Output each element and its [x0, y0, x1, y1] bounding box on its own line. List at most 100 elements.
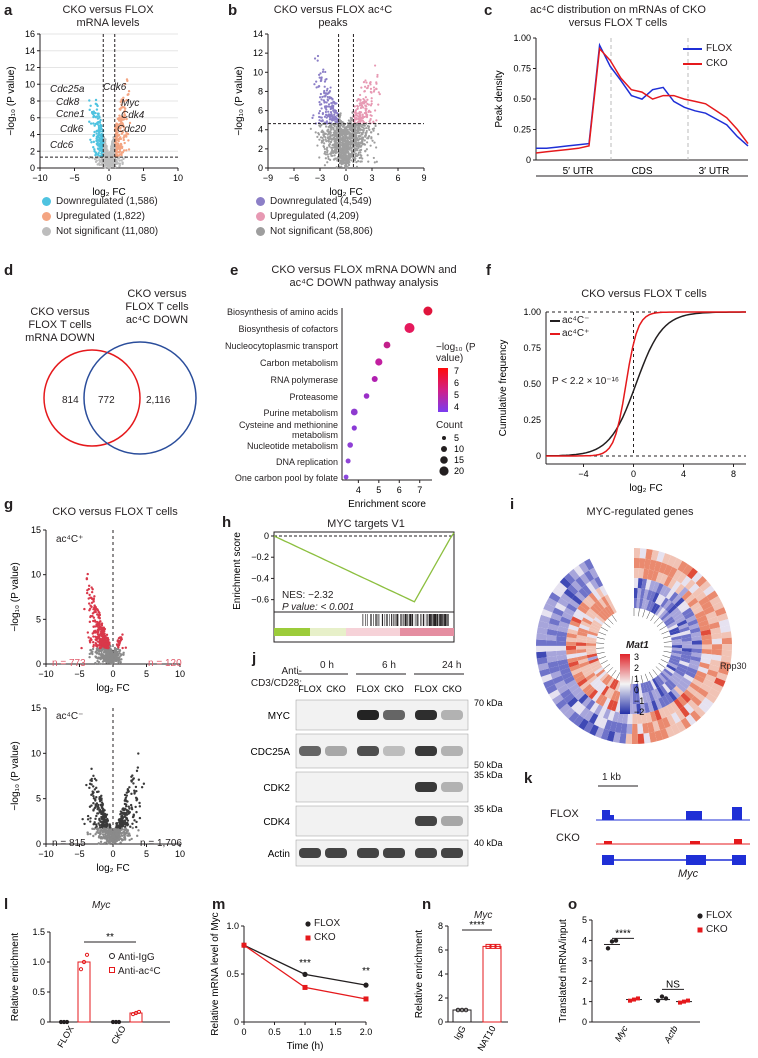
heatmap-cell — [668, 566, 678, 579]
dendrogram-branch — [600, 626, 609, 632]
heatmap-cell — [537, 662, 549, 671]
bar — [482, 945, 502, 1023]
data-point — [132, 815, 135, 818]
x-tick-label: 4 — [681, 469, 686, 479]
heatmap-cell — [699, 580, 712, 592]
lane-label: FLOX — [414, 684, 438, 694]
data-point — [346, 150, 350, 153]
count-top-left: n = 773 — [52, 658, 86, 669]
data-point — [122, 118, 126, 121]
data-point — [345, 131, 348, 134]
heatmap-cell — [578, 693, 589, 704]
color-scale-tick: −2 — [634, 707, 644, 717]
data-point — [365, 148, 368, 151]
heatmap-cell — [668, 591, 679, 603]
data-point — [373, 141, 376, 144]
data-point — [94, 805, 97, 809]
data-point — [88, 620, 92, 624]
heatmap-cell — [546, 650, 557, 658]
coverage-peak — [602, 810, 610, 820]
data-point — [104, 819, 107, 823]
kda-marker: 35 kDa — [474, 804, 503, 814]
heatmap-cell — [593, 666, 604, 675]
heatmap-cell — [589, 578, 600, 590]
heatmap-cell — [583, 721, 594, 734]
legend-dot — [42, 227, 51, 236]
y-axis-label: −log₁₀ (P value) — [6, 66, 17, 135]
x-axis-label: Time (h) — [287, 1041, 324, 1052]
data-point — [318, 96, 322, 99]
data-point — [98, 140, 102, 143]
data-point — [102, 808, 105, 811]
heatmap-cell — [683, 689, 695, 700]
heatmap-cell — [687, 699, 699, 711]
data-point — [94, 833, 97, 836]
dendrogram-branch — [603, 663, 611, 670]
heatmap-cell — [567, 628, 578, 635]
panel-b: b CKO versus FLOX ac⁴C peaks −9 −6 −3 0 3 6 9 0… — [228, 0, 468, 250]
panel-title: CKO versus FLOX mRNA DOWN and ac⁴C DOWN … — [271, 264, 457, 289]
panel-title: CKO versus FLOX T cells — [52, 506, 178, 518]
heatmap-cell — [606, 677, 615, 688]
data-point — [113, 828, 117, 832]
lane-label: FLOX — [298, 684, 322, 694]
dendrogram-branch — [663, 641, 672, 643]
protein-band — [441, 848, 463, 858]
data-point — [350, 147, 353, 150]
data-point — [123, 832, 127, 835]
data-point — [333, 113, 336, 116]
data-point — [94, 122, 97, 126]
data-point — [115, 135, 118, 139]
heatmap-cell — [576, 638, 587, 643]
data-point — [357, 160, 360, 163]
heatmap-cell — [637, 578, 643, 589]
heatmap-cell — [541, 673, 553, 683]
heatmap-cell — [703, 585, 715, 597]
heatmap-cell — [541, 608, 553, 618]
data-point — [347, 136, 350, 139]
heatmap-cell — [586, 648, 597, 653]
data-point — [367, 137, 370, 140]
heatmap-cell — [645, 681, 652, 692]
data-point — [322, 145, 325, 148]
kda-marker: 40 kDa — [474, 838, 503, 848]
data-point — [102, 641, 105, 644]
x-tick-label: 8 — [731, 469, 736, 479]
data-point — [110, 651, 113, 654]
heatmap-cell — [721, 637, 732, 645]
x-tick-label: 9 — [421, 173, 426, 183]
data-point — [99, 118, 102, 122]
data-point — [115, 128, 119, 131]
data-point — [340, 131, 343, 134]
data-point — [351, 111, 354, 114]
data-point — [117, 838, 121, 842]
data-point — [112, 144, 115, 147]
data-point — [125, 804, 128, 808]
heatmap-cell — [662, 683, 671, 694]
pvalue: P value: < 0.001 — [282, 602, 355, 613]
data-point — [320, 141, 323, 144]
data-point — [105, 151, 109, 154]
data-point — [88, 156, 91, 160]
data-point — [344, 157, 348, 161]
data-point — [89, 820, 92, 823]
heatmap-cell — [674, 583, 685, 595]
heatmap-cell — [571, 595, 583, 605]
data-point — [118, 107, 122, 111]
heatmap-cell — [716, 612, 729, 622]
heatmap-cell — [567, 657, 578, 664]
data-point — [375, 81, 378, 84]
y-tick-label: 1.5 — [32, 927, 45, 937]
data-point — [325, 140, 328, 143]
data-point — [370, 97, 373, 100]
data-point — [361, 138, 364, 141]
x-tick-label: 5 — [144, 669, 149, 679]
data-point — [375, 87, 378, 91]
data-point — [123, 114, 127, 117]
lane-label: CKO — [384, 684, 404, 694]
data-point — [120, 636, 123, 639]
data-point — [100, 136, 104, 139]
x-tick-label: 0 — [241, 1027, 246, 1037]
colorbar-title: −log₁₀ (P value) — [436, 342, 476, 364]
data-point — [357, 112, 360, 115]
